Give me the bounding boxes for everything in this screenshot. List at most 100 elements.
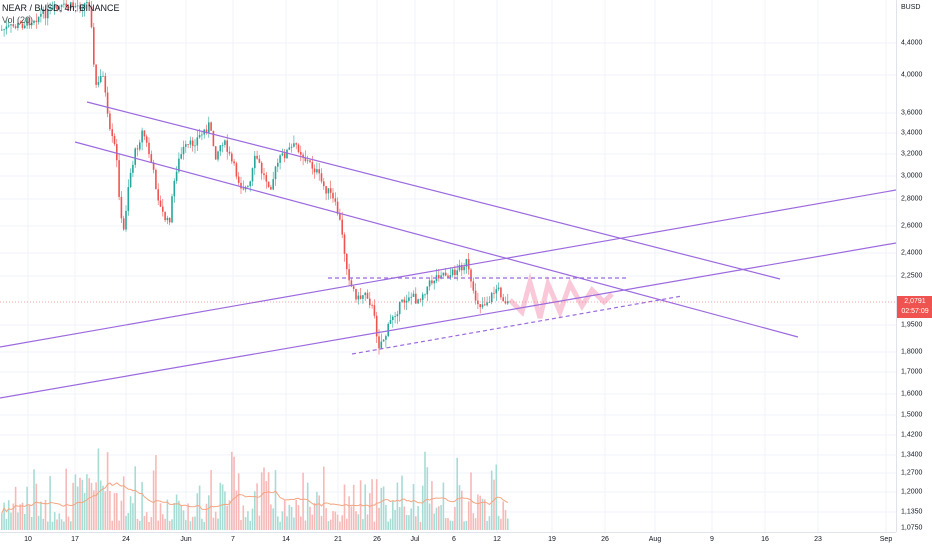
candle-body: [47, 8, 49, 19]
volume-bar: [463, 521, 465, 530]
candle-body: [375, 315, 378, 337]
trendlines: [0, 101, 896, 399]
candle-body: [371, 305, 373, 306]
candle-body: [196, 137, 199, 146]
candle-body: [274, 166, 277, 180]
volume-bar: [159, 503, 162, 530]
candle-body: [102, 75, 104, 77]
projection-zigzag: [508, 272, 614, 319]
candle-body: [270, 187, 272, 190]
volume-bar: [196, 493, 199, 530]
candle-body: [60, 4, 63, 8]
candle-body: [240, 182, 242, 189]
volume-bar: [12, 503, 15, 530]
price-tick: 1,8000: [901, 348, 923, 356]
volume-bar: [320, 515, 323, 530]
candle-body: [412, 293, 415, 297]
candle-body: [134, 148, 136, 165]
volume-bar: [431, 481, 433, 530]
price-tick: 1,3400: [901, 451, 923, 459]
candle-body: [150, 154, 153, 163]
candle-body: [111, 129, 113, 136]
price-scale[interactable]: BUSD 4,4000 4,0000 3,6000 3,4000 3,2000 …: [896, 0, 932, 532]
candle-body: [385, 336, 387, 340]
volume-bar: [323, 466, 325, 530]
volume-bar: [493, 479, 495, 530]
candle-body: [309, 160, 311, 163]
time-tick: Jun: [180, 536, 192, 543]
candle-body: [470, 269, 472, 282]
candle-body: [189, 140, 192, 145]
price-tick: 3,6000: [901, 109, 923, 117]
volume-bar: [33, 469, 35, 530]
volume-bar: [17, 512, 19, 530]
volume-bar: [401, 475, 403, 530]
candle-body: [182, 146, 185, 155]
volume-bar: [88, 478, 90, 530]
candle-body: [30, 22, 33, 26]
candle-body: [260, 162, 263, 174]
candle-body: [113, 135, 116, 145]
volume-bar: [205, 503, 208, 530]
volume-bar: [447, 518, 449, 530]
candle-body: [267, 181, 270, 188]
volume-bar: [426, 467, 429, 530]
volume-bar: [352, 484, 355, 530]
candle-body: [44, 9, 47, 19]
volume-bar: [481, 498, 484, 530]
candle-body: [3, 29, 5, 31]
volume-bar: [83, 493, 86, 530]
candle-body: [288, 147, 291, 150]
candle-body: [118, 160, 120, 197]
time-scale[interactable]: 10 17 24 Jun 7 14 21 26 Jul 6 12 19 26 A…: [0, 532, 896, 551]
price-tick: 1,6000: [901, 390, 923, 398]
volume-bar: [378, 507, 380, 530]
candle-body: [53, 5, 56, 9]
volume-bar: [507, 518, 509, 530]
candle-body: [394, 316, 396, 318]
candle-body: [95, 64, 97, 85]
candle-body: [447, 275, 449, 278]
volume-bar: [313, 503, 316, 530]
volume-bar: [474, 518, 477, 530]
candle-body: [173, 180, 176, 197]
current-price-value: 2,0791: [904, 298, 926, 305]
candle-body: [129, 172, 132, 188]
candle-body: [185, 144, 187, 147]
chart-canvas[interactable]: [0, 0, 896, 532]
currency-label: BUSD: [901, 4, 921, 11]
candle-body: [210, 122, 212, 131]
candle-body: [10, 24, 12, 26]
candle-body: [93, 27, 95, 65]
volume-bar: [440, 504, 442, 530]
time-tick: 21: [334, 536, 342, 543]
candle-body: [33, 20, 35, 23]
candle-body: [51, 8, 54, 10]
volume-bar: [240, 519, 242, 530]
volume-bar: [60, 519, 63, 530]
volume-bar: [343, 484, 346, 530]
volume-bar: [256, 483, 258, 530]
volume-ma-line: [1, 482, 509, 514]
candle-body: [440, 275, 442, 279]
volume-bar: [293, 517, 295, 530]
volume-bar: [392, 500, 394, 530]
volume-bar: [162, 514, 164, 530]
candle-body: [214, 146, 217, 160]
candle-body: [21, 23, 24, 28]
volume-bar: [122, 476, 125, 530]
volume-bar: [19, 504, 21, 530]
candle-body: [116, 144, 118, 161]
chart-area[interactable]: NEAR / BUSD, 4h, BINANCE Vol (20): [0, 0, 896, 532]
candle-body: [332, 192, 334, 199]
volume-bar: [309, 506, 311, 530]
volume-bar: [484, 499, 486, 530]
candle-body: [88, 2, 90, 7]
volume-bar: [410, 508, 412, 530]
candle-body: [403, 299, 406, 303]
candle-body: [366, 292, 369, 299]
volume-bars: [1, 448, 509, 530]
candle-body: [40, 13, 42, 17]
volume-bar: [263, 467, 265, 530]
volume-bar: [143, 515, 146, 530]
